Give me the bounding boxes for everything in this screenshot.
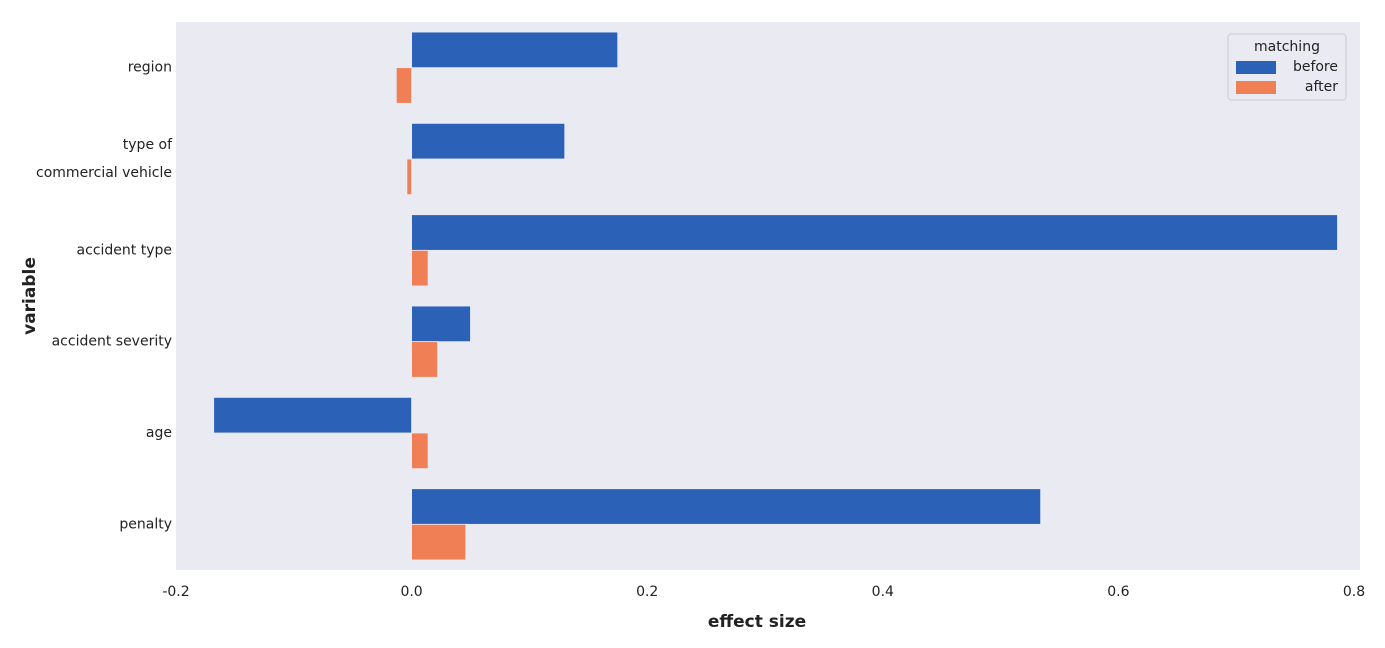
bar [411, 31, 619, 69]
y-tick-label: age [146, 425, 172, 441]
legend-title: matching [1254, 39, 1320, 55]
y-axis-title: variable [20, 257, 40, 335]
y-tick-label: type of commercial vehicle [36, 137, 173, 181]
x-axis-title: effect size [708, 612, 806, 632]
bar [411, 341, 438, 378]
legend-label: after [1305, 79, 1338, 95]
x-tick-label: 0.4 [872, 584, 894, 600]
bar [411, 214, 1338, 251]
legend-swatch [1236, 61, 1276, 74]
x-tick-label: 0.2 [636, 584, 658, 600]
legend-label: before [1293, 59, 1338, 75]
plot-area [176, 22, 1360, 570]
x-tick-label: -0.2 [162, 584, 189, 600]
bar [411, 305, 471, 343]
bar [411, 488, 1042, 525]
bar [213, 396, 413, 434]
bar [411, 523, 467, 561]
bar [411, 249, 429, 287]
x-tick-label: 0.8 [1343, 584, 1365, 600]
bar [411, 122, 566, 160]
y-tick-label: penalty [119, 516, 172, 532]
bar [406, 158, 413, 196]
bar [411, 432, 429, 470]
bar [395, 67, 413, 104]
y-tick-label: accident severity [52, 334, 172, 350]
x-tick-label: 0.6 [1107, 584, 1129, 600]
x-tick-label: 0.0 [400, 584, 422, 600]
y-tick-label: accident type [77, 242, 172, 258]
y-tick-label: region [128, 60, 172, 76]
legend-swatch [1236, 81, 1276, 94]
